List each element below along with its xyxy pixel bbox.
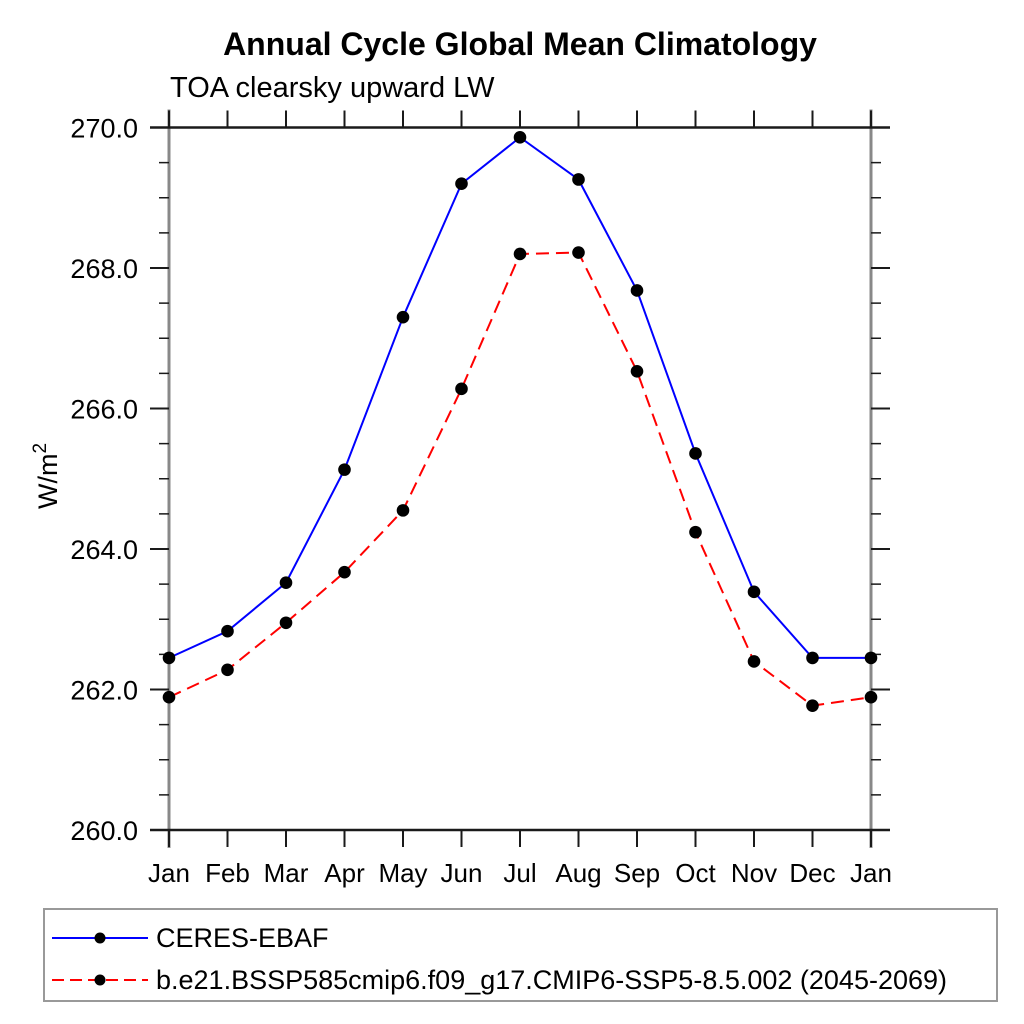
data-point-marker bbox=[747, 585, 761, 599]
x-tick-label: Nov bbox=[731, 858, 777, 888]
data-point-marker bbox=[572, 173, 585, 186]
data-point-marker bbox=[396, 310, 410, 324]
x-tick-label: Jun bbox=[441, 858, 483, 888]
data-point-marker bbox=[806, 651, 819, 665]
data-point-marker bbox=[513, 247, 527, 261]
chart-subtitle: TOA clearsky upward LW bbox=[170, 72, 495, 104]
data-point-marker bbox=[630, 284, 644, 297]
data-point-marker bbox=[455, 177, 468, 190]
y-tick-label: 264.0 bbox=[70, 535, 138, 565]
x-tick-label: Apr bbox=[324, 858, 365, 888]
chart-title: Annual Cycle Global Mean Climatology bbox=[223, 26, 817, 62]
data-point-marker bbox=[279, 576, 293, 590]
legend-line-sample-model bbox=[52, 974, 148, 986]
data-point-marker bbox=[864, 651, 878, 665]
x-tick-label: Dec bbox=[789, 858, 835, 888]
x-tick-label: Oct bbox=[675, 858, 716, 888]
data-point-marker bbox=[806, 699, 819, 712]
y-tick-label: 266.0 bbox=[70, 395, 138, 425]
data-point-marker bbox=[630, 364, 644, 378]
legend-line-sample-ceres bbox=[52, 932, 148, 944]
data-point-marker bbox=[689, 447, 702, 460]
series-line-1 bbox=[168, 251, 872, 707]
legend-label-ceres: CERES-EBAF bbox=[156, 922, 329, 953]
legend-sample-marker bbox=[94, 974, 106, 986]
data-point-marker bbox=[864, 690, 878, 704]
legend-entry-model: b.e21.BSSP585cmip6.f09_g17.CMIP6-SSP5-8.… bbox=[45, 959, 996, 1001]
y-tick-label: 268.0 bbox=[70, 254, 138, 284]
x-tick-label: Jan bbox=[148, 858, 190, 888]
x-tick-label: Sep bbox=[614, 858, 660, 888]
data-point-marker bbox=[279, 616, 293, 630]
x-tick-label: May bbox=[378, 858, 427, 888]
data-point-marker bbox=[338, 565, 351, 579]
x-tick-label: Mar bbox=[264, 858, 309, 888]
x-tick-label: Jan bbox=[850, 858, 892, 888]
data-point-marker bbox=[513, 131, 527, 144]
y-tick-label: 270.0 bbox=[70, 114, 138, 144]
x-tick-label: Jul bbox=[503, 858, 536, 888]
data-point-marker bbox=[162, 690, 176, 704]
y-tick-label: 260.0 bbox=[70, 816, 138, 846]
data-point-marker bbox=[162, 651, 176, 665]
y-axis-label: W/m2 bbox=[30, 443, 63, 509]
data-point-marker bbox=[221, 663, 234, 677]
data-point-marker bbox=[689, 525, 702, 539]
x-tick-label: Feb bbox=[205, 858, 250, 888]
legend-sample-marker bbox=[94, 932, 106, 944]
data-point-marker bbox=[455, 382, 468, 396]
data-point-marker bbox=[396, 504, 410, 517]
x-tick-label: Aug bbox=[555, 858, 601, 888]
legend-entry-ceres: CERES-EBAF bbox=[45, 917, 996, 959]
data-point-marker bbox=[747, 655, 761, 668]
data-point-marker bbox=[572, 246, 585, 259]
legend-label-model: b.e21.BSSP585cmip6.f09_g17.CMIP6-SSP5-8.… bbox=[156, 964, 948, 995]
data-point-marker bbox=[338, 463, 351, 476]
data-point-marker bbox=[221, 624, 234, 638]
legend-box: CERES-EBAF b.e21.BSSP585cmip6.f09_g17.CM… bbox=[43, 908, 998, 1002]
series-line-0 bbox=[168, 136, 871, 659]
y-tick-label: 262.0 bbox=[70, 676, 138, 706]
